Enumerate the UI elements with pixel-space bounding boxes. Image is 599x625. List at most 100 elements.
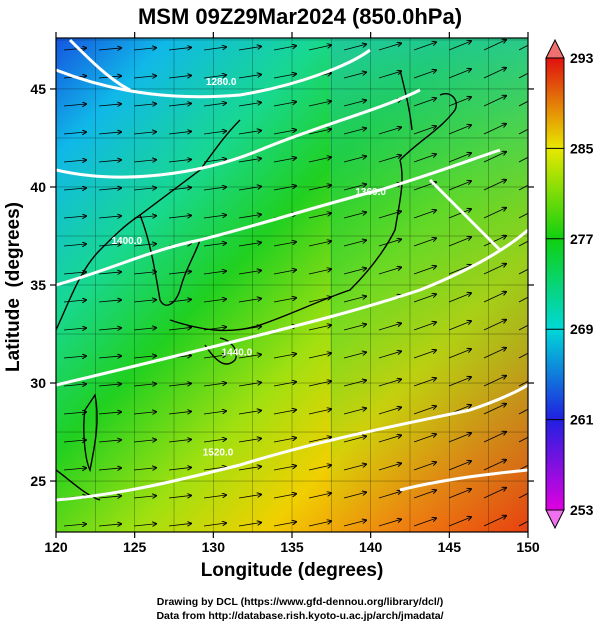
wind-arrow [168,47,191,51]
wind-arrow [133,328,156,330]
wind-arrow [98,48,121,50]
wind-arrow [203,411,226,415]
wind-arrow [168,299,191,303]
wind-arrow [518,492,528,499]
wind-arrow [238,298,261,303]
wind-arrow [308,157,331,163]
wind-arrow [63,440,86,442]
wind-arrow [273,494,296,499]
wind-arrow [308,409,331,415]
wind-arrow [63,300,86,302]
wind-arrow [518,352,528,359]
wind-arrow [483,404,506,415]
wind-arrow [238,214,261,219]
coastline-hokkaido [399,93,457,161]
wind-arrow [483,320,506,331]
wind-arrow [518,100,528,107]
wind-arrow [168,187,191,191]
wind-arrow [238,438,261,443]
y-tick-label: 25 [30,473,46,489]
wind-arrow [168,131,191,135]
wind-arrow [63,104,86,106]
wind-arrow [98,328,121,330]
wind-arrow [203,215,226,219]
wind-arrow [413,126,436,135]
colorbar: 253 261 269 277 285 293 [545,38,594,530]
wind-arrow [413,490,436,499]
wind-arrow [413,154,436,163]
wind-arrow [203,355,226,359]
wind-arrow [518,380,528,387]
wind-arrow [308,101,331,107]
wind-arrow [98,132,121,134]
wind-arrow [63,188,86,190]
wind-arrow [203,47,226,51]
colorbar-max-arrow [545,38,565,59]
wind-arrow [63,356,86,358]
wind-arrow [98,496,121,498]
wind-arrow [133,440,156,442]
wind-arrow [518,268,528,275]
colorbar-ticks: 253 261 269 277 285 293 [546,50,594,518]
wind-arrow [273,298,296,303]
wind-arrow [448,265,471,275]
wind-arrow [273,46,296,51]
contour-label: 1280.0 [206,77,237,88]
colorbar-tick-label: 261 [570,412,594,428]
wind-arrow [483,348,506,359]
wind-arrow [168,383,191,387]
colorbar-tick-label: 253 [570,502,594,518]
wind-arrow [98,468,121,470]
wind-arrow [238,46,261,51]
y-tick-label: 45 [30,81,46,97]
wind-arrow [98,524,121,526]
wind-arrow [273,242,296,247]
contour-1360 [56,88,421,179]
x-tick-label: 140 [359,539,383,555]
colorbar-tick-label: 285 [570,140,594,156]
wind-arrow [98,384,121,386]
wind-arrow [518,408,528,415]
x-tick-label: 135 [280,539,304,555]
wind-arrow [413,294,436,303]
wind-arrow [483,180,506,191]
wind-arrow [238,494,261,499]
wind-arrow [343,492,366,499]
wind-arrow [238,186,261,191]
colorbar-tick-label: 269 [570,321,594,337]
wind-arrow [518,128,528,135]
wind-arrow [413,266,436,275]
wind-arrow [308,437,331,443]
wind-arrow [238,74,261,79]
wind-arrow [168,523,191,527]
wind-arrow [343,240,366,247]
wind-arrow [378,267,401,275]
wind-arrow [378,491,401,499]
wind-arrow [448,125,471,135]
wind-arrow [518,324,528,331]
wind-arrow [483,236,506,247]
contour-extra [68,38,528,492]
wind-arrow [378,43,401,51]
wind-arrow [203,271,226,275]
wind-arrow [448,377,471,387]
wind-arrow [483,432,506,443]
wind-arrow [343,184,366,191]
wind-arrow [238,270,261,275]
wind-arrow [63,244,86,246]
wind-arrow [308,325,331,331]
wind-arrow [273,522,296,527]
wind-arrow [483,460,506,471]
wind-arrow [238,130,261,135]
wind-arrow [483,152,506,163]
wind-arrow [308,465,331,471]
wind-arrow [378,463,401,471]
wind-arrow [98,244,121,246]
wind-arrow [308,269,331,275]
wind-arrow [238,102,261,107]
x-axis-label: Longitude (degrees) [201,560,384,581]
wind-arrow [378,519,401,527]
wind-arrow [133,412,156,414]
wind-arrow [448,517,471,527]
